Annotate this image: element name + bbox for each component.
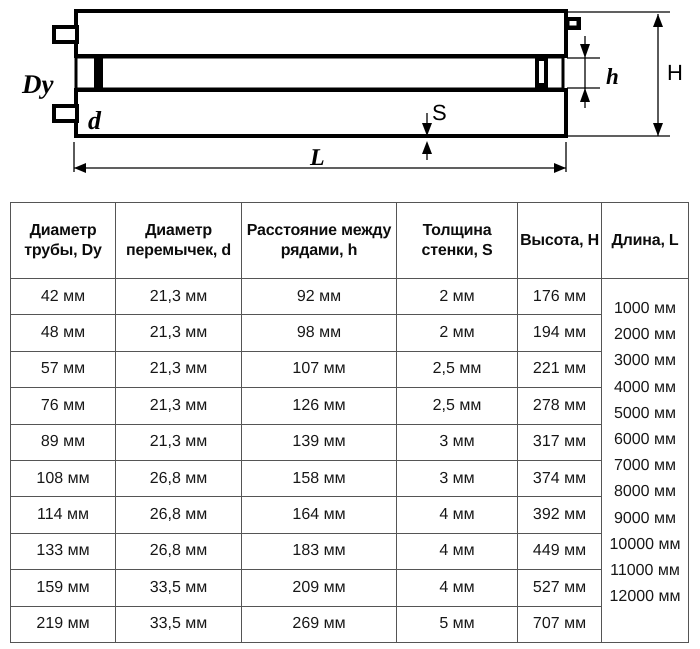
svg-text:H: H — [667, 60, 683, 85]
svg-text:h: h — [606, 64, 619, 89]
svg-text:S: S — [432, 100, 447, 125]
svg-text:L: L — [309, 145, 325, 171]
svg-text:Dy: Dy — [21, 69, 54, 99]
svg-text:d: d — [88, 106, 102, 135]
